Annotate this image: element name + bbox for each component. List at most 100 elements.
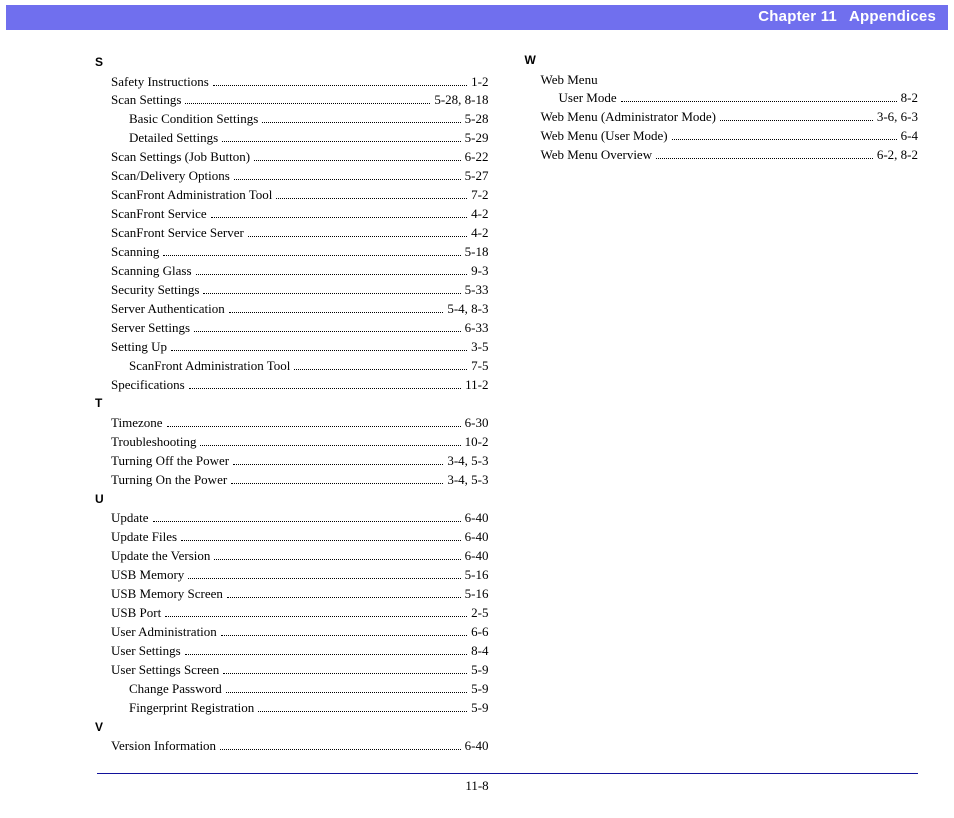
index-entry: USB Memory Screen5-16 <box>111 585 489 603</box>
index-entry-label: Web Menu Overview <box>541 146 653 164</box>
leader-dots <box>276 198 467 199</box>
index-entry-page: 6-40 <box>465 528 489 546</box>
leader-dots <box>167 426 461 427</box>
index-letter: U <box>95 491 489 508</box>
index-entry: Update 6-40 <box>111 509 489 527</box>
index-entry-label: Safety Instructions <box>111 73 209 91</box>
index-entry-label: Scanning Glass <box>111 262 192 280</box>
index-entry-label: Turning Off the Power <box>111 452 229 470</box>
index-entry-page: 5-33 <box>465 281 489 299</box>
index-letter: S <box>95 54 489 71</box>
index-entry: Turning On the Power3-4, 5-3 <box>111 471 489 489</box>
index-entry-page: 6-22 <box>465 148 489 166</box>
index-entry-label: Update <box>111 509 149 527</box>
index-entry-label: User Mode <box>559 89 617 107</box>
chapter-header: Chapter 11Appendices <box>758 8 936 25</box>
index-entry-page: 5-9 <box>471 699 488 717</box>
index-entry: ScanFront Service Server4-2 <box>111 224 489 242</box>
index-entry: USB Memory 5-16 <box>111 566 489 584</box>
leader-dots <box>196 274 468 275</box>
index-entry-page: 6-40 <box>465 509 489 527</box>
index-entry-label: Troubleshooting <box>111 433 196 451</box>
leader-dots <box>656 158 873 159</box>
leader-dots <box>227 597 461 598</box>
index-entry-label: Scan/Delivery Options <box>111 167 230 185</box>
index-entry-page: 5-4, 8-3 <box>447 300 488 318</box>
index-entry-label: Timezone <box>111 414 163 432</box>
index-entry-page: 4-2 <box>471 224 488 242</box>
index-entry: User Administration 6-6 <box>111 623 489 641</box>
leader-dots <box>163 255 460 256</box>
index-entry-page: 5-18 <box>465 243 489 261</box>
index-entry: Web Menu (User Mode) 6-4 <box>541 127 919 145</box>
index-entry: User Settings8-4 <box>111 642 489 660</box>
index-entry-page: 6-2, 8-2 <box>877 146 918 164</box>
chapter-number: Chapter 11 <box>758 8 837 25</box>
index-entry-page: 5-9 <box>471 661 488 679</box>
index-entry: Server Settings6-33 <box>111 319 489 337</box>
index-entry-label: Update Files <box>111 528 177 546</box>
leader-dots <box>213 85 467 86</box>
leader-dots <box>254 160 461 161</box>
index-entry: Web Menu Overview 6-2, 8-2 <box>541 146 919 164</box>
leader-dots <box>248 236 467 237</box>
index-entry-label: Web Menu (Administrator Mode) <box>541 108 717 126</box>
index-entry-page: 6-6 <box>471 623 488 641</box>
index-entry-label: Version Information <box>111 737 216 755</box>
index-entry-label: Detailed Settings <box>129 129 218 147</box>
index-entry-label: Turning On the Power <box>111 471 227 489</box>
leader-dots <box>185 654 467 655</box>
index-entry-label: User Settings Screen <box>111 661 219 679</box>
leader-dots <box>234 179 461 180</box>
index-entry-page: 5-28, 8-18 <box>434 91 488 109</box>
header-bar: Chapter 11Appendices <box>6 5 948 30</box>
index-entry: ScanFront Service4-2 <box>111 205 489 223</box>
index-entry: Version Information6-40 <box>111 737 489 755</box>
index-entry-label: Web Menu (User Mode) <box>541 127 668 145</box>
leader-dots <box>621 101 897 102</box>
index-entry: Scan Settings5-28, 8-18 <box>111 91 489 109</box>
index-entry-page: 5-28 <box>465 110 489 128</box>
index-entry-page: 7-2 <box>471 186 488 204</box>
index-entry-page: 5-9 <box>471 680 488 698</box>
index-entry: Scan/Delivery Options5-27 <box>111 167 489 185</box>
index-entry-page: 9-3 <box>471 262 488 280</box>
index-entry: User Settings Screen 5-9 <box>111 661 489 679</box>
leader-dots <box>203 293 460 294</box>
index-entry-label: USB Port <box>111 604 161 622</box>
index-entry-page: 3-4, 5-3 <box>447 452 488 470</box>
index-entry: Troubleshooting 10-2 <box>111 433 489 451</box>
leader-dots <box>262 122 460 123</box>
index-entry: Scanning Glass 9-3 <box>111 262 489 280</box>
index-entry-page: 10-2 <box>465 433 489 451</box>
leader-dots <box>211 217 467 218</box>
index-entry-label: Specifications <box>111 376 185 394</box>
index-entry-page: 3-5 <box>471 338 488 356</box>
index-entry-page: 5-16 <box>465 585 489 603</box>
index-content: SSafety Instructions1-2Scan Settings5-28… <box>95 52 918 760</box>
leader-dots <box>188 578 460 579</box>
index-entry: Web Menu <box>541 71 919 89</box>
index-entry-label: Fingerprint Registration <box>129 699 254 717</box>
index-entry-label: Change Password <box>129 680 222 698</box>
leader-dots <box>229 312 444 313</box>
index-entry-page: 5-16 <box>465 566 489 584</box>
index-entry-label: Basic Condition Settings <box>129 110 258 128</box>
index-entry-label: USB Memory <box>111 566 184 584</box>
index-letter: W <box>525 52 919 69</box>
index-entry: Update the Version6-40 <box>111 547 489 565</box>
leader-dots <box>153 521 461 522</box>
index-entry-page: 6-4 <box>901 127 918 145</box>
leader-dots <box>720 120 873 121</box>
index-entry-label: Setting Up <box>111 338 167 356</box>
leader-dots <box>220 749 461 750</box>
index-entry: Scan Settings (Job Button)6-22 <box>111 148 489 166</box>
index-entry: Setting Up 3-5 <box>111 338 489 356</box>
index-entry-label: Scanning <box>111 243 159 261</box>
index-entry: Security Settings5-33 <box>111 281 489 299</box>
leader-dots <box>214 559 460 560</box>
index-entry-label: ScanFront Administration Tool <box>111 186 272 204</box>
page-number: 11-8 <box>0 778 954 794</box>
index-entry-label: User Administration <box>111 623 217 641</box>
leader-dots <box>171 350 467 351</box>
